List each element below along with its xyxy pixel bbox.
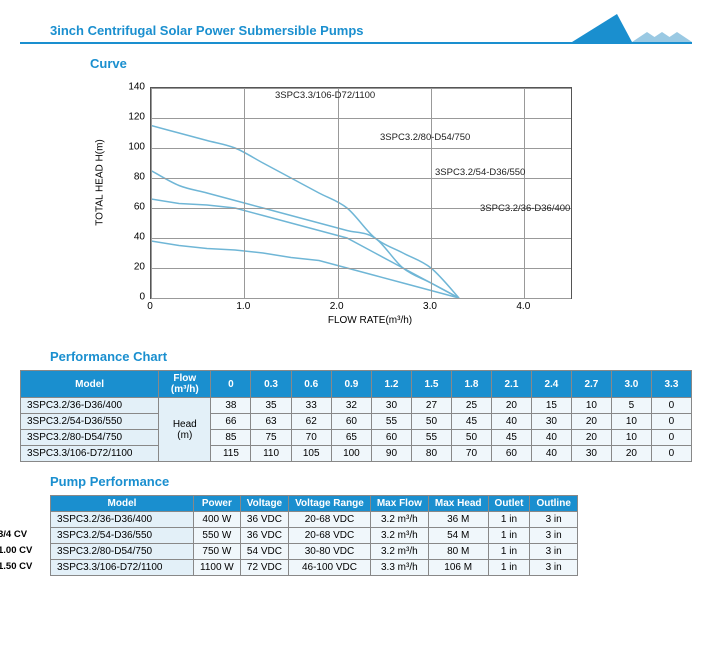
curve-series-label: 3SPC3.3/106-D72/1100 <box>275 90 375 101</box>
header-decoration <box>572 14 692 42</box>
curve-series-label: 3SPC3.2/36-D36/400 <box>480 203 570 214</box>
y-tick: 40 <box>120 232 145 243</box>
plot-area <box>150 87 572 299</box>
y-tick: 140 <box>120 82 145 93</box>
y-tick: 60 <box>120 202 145 213</box>
cv-label: 3/4 CV <box>0 529 27 540</box>
page-title: 3inch Centrifugal Solar Power Submersibl… <box>50 23 364 38</box>
table-row: 3SPC3.2/80-D54/750750 W54 VDC30-80 VDC3.… <box>51 544 578 560</box>
table-row: 3SPC3.2/36-D36/400400 W36 VDC20-68 VDC3.… <box>51 512 578 528</box>
x-axis-label: FLOW RATE(m³/h) <box>270 315 470 326</box>
curve-series-label: 3SPC3.2/80-D54/750 <box>380 132 470 143</box>
y-tick: 20 <box>120 262 145 273</box>
x-tick: 2.0 <box>330 301 344 312</box>
y-tick: 80 <box>120 172 145 183</box>
y-axis-label: TOTAL HEAD H(m) <box>95 123 106 243</box>
pump-performance-wrap: ModelPowerVoltageVoltage RangeMax FlowMa… <box>0 495 712 576</box>
x-tick: 4.0 <box>516 301 530 312</box>
x-tick: 3.0 <box>423 301 437 312</box>
perf-chart-title: Performance Chart <box>50 349 712 364</box>
curve-series-label: 3SPC3.2/54-D36/550 <box>435 167 525 178</box>
y-tick: 120 <box>120 112 145 123</box>
y-tick: 0 <box>120 292 145 303</box>
x-tick: 1.0 <box>236 301 250 312</box>
curve-chart: TOTAL HEAD H(m) FLOW RATE(m³/h) 0 20 40 60 8… <box>90 77 610 337</box>
table-row: 3SPC3.3/106-D72/11001100 W72 VDC46-100 V… <box>51 560 578 576</box>
table-row: 3SPC3.2/54-D36/550550 W36 VDC20-68 VDC3.… <box>51 528 578 544</box>
cv-label: 1.00 CV <box>0 545 32 556</box>
curve-title: Curve <box>90 56 712 71</box>
x-tick: 0 <box>147 301 153 312</box>
header-bar: 3inch Centrifugal Solar Power Submersibl… <box>20 12 692 44</box>
pump-perf-title: Pump Performance <box>50 474 712 489</box>
pump-performance-table: ModelPowerVoltageVoltage RangeMax FlowMa… <box>50 495 578 576</box>
y-tick: 100 <box>120 142 145 153</box>
performance-chart-table: ModelFlow(m³/h)00.30.60.91.21.51.82.12.4… <box>20 370 692 462</box>
cv-label: 1.50 CV <box>0 561 32 572</box>
